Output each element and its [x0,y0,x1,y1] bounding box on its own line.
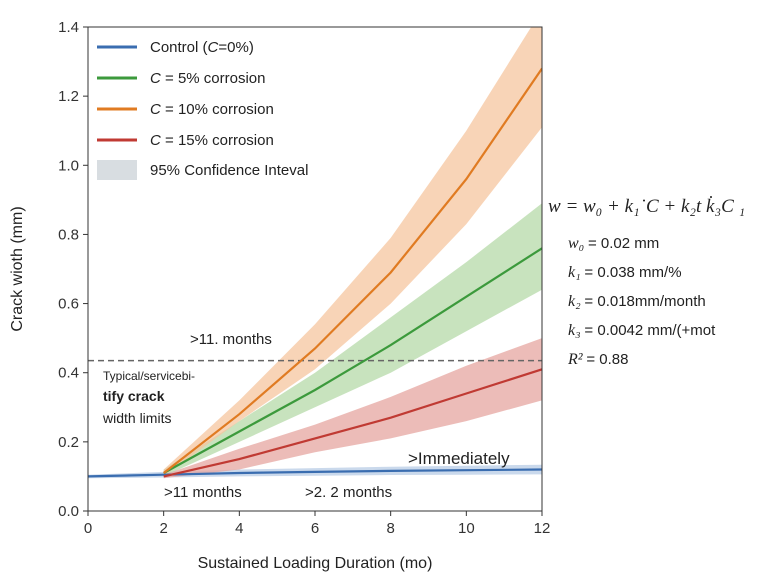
legend: Control (C=0%) C = 5% corrosion C = 10% co… [92,31,362,191]
legend-label-2: C = 10% corrosion [150,101,274,118]
x-tick-label: 0 [84,520,92,537]
param-k1: k₁ = 0.038 mm/% [568,258,783,287]
param-symbol: k₂ [568,293,581,310]
param-value: = 0.018mm/month [584,293,706,310]
series-line-3 [163,368,542,478]
param-r2: R² = 0.88 [568,345,783,374]
param-symbol: k₁ [568,264,581,281]
series-line-2 [163,67,542,474]
x-axis-ticks: 0 2 4 6 8 10 12 [84,511,551,537]
legend-swatch-confidence [97,160,137,180]
legend-label-0: Control (C=0%) [150,39,254,56]
confidence-band-3 [163,338,542,479]
bottom-left-months-label: >11 months [164,484,242,501]
param-value: = 0.0042 mm/(+mot [584,322,716,339]
x-tick-label: 6 [311,520,319,537]
series-line-1 [163,247,542,474]
y-tick-label: 1.4 [58,19,79,36]
legend-label-confidence: 95% Confidence Inteval [150,162,308,179]
equation-rhs: = w₀ + k₁˙C + k₂t k̇₃C ₁ [565,196,746,217]
x-tick-label: 2 [159,520,167,537]
model-equation: w = w₀ + k₁˙C + k₂t k̇₃C ₁ [548,193,783,221]
x-tick-label: 4 [235,520,243,537]
series-lines [88,67,542,478]
y-tick-label: 0.6 [58,296,79,313]
y-tick-label: 0.4 [58,365,79,382]
bottom-right-months-label: >2. 2 months [305,484,392,501]
y-tick-label: 0.2 [58,434,79,451]
param-value: = 0.02 mm [587,235,660,252]
limit-label-line3: width limits [102,410,171,426]
threshold-months-label: >11. months [190,331,272,348]
y-axis-title: Crack wioth (mm) [9,206,26,331]
param-symbol: k₃ [568,322,581,339]
y-tick-label: 1.0 [58,157,79,174]
x-tick-label: 8 [386,520,394,537]
y-tick-label: 1.2 [58,88,79,105]
model-equation-panel: w = w₀ + k₁˙C + k₂t k̇₃C ₁ w₀ = 0.02 mm … [548,193,783,374]
confidence-band-1 [163,203,542,477]
legend-label-1: C = 5% corrosion [150,70,265,87]
immediately-label: >Immediately [408,449,510,468]
series-line-0 [88,468,542,478]
y-axis-ticks: 0.0 0.2 0.4 0.6 0.8 1.0 1.2 1.4 [58,19,88,520]
y-tick-label: 0.0 [58,503,79,520]
param-k2: k₂ = 0.018mm/month [568,287,783,316]
equation-parameters: w₀ = 0.02 mm k₁ = 0.038 mm/% k₂ = 0.018m… [568,229,783,374]
x-tick-label: 12 [534,520,551,537]
limit-label-line1: Typical/servicebi- [103,369,195,383]
x-tick-label: 10 [458,520,475,537]
x-axis-title: Sustained Loading Duration (mo) [198,555,433,572]
y-tick-label: 0.8 [58,226,79,243]
confidence-band-2 [163,27,542,477]
param-symbol: w₀ [568,235,585,252]
equation-lhs: w [548,196,561,217]
param-k3: k₃ = 0.0042 mm/(+mot [568,316,783,345]
legend-label-3: C = 15% corrosion [150,132,274,149]
param-symbol: R² [568,351,583,368]
param-value: = 0.88 [586,351,629,368]
param-w0: w₀ = 0.02 mm [568,229,783,258]
param-value: = 0.038 mm/% [584,264,682,281]
limit-label-line2: tify crack [103,388,165,404]
